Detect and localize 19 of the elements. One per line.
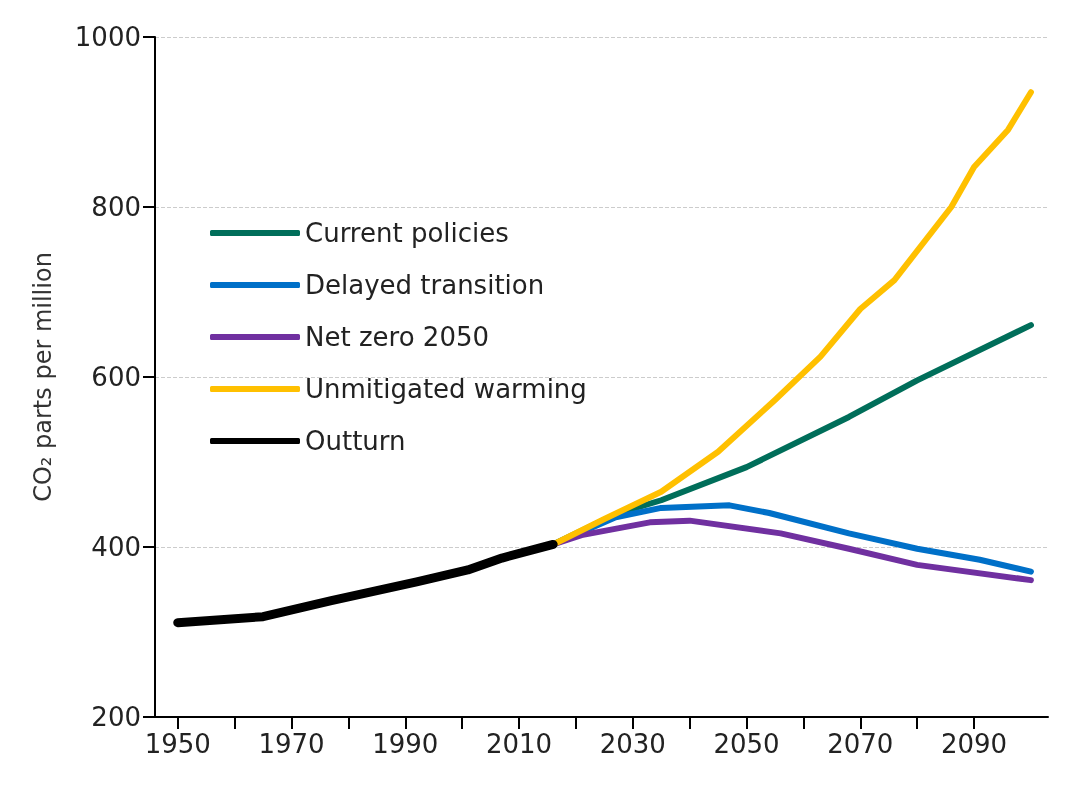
y-tick-label: 1000 — [74, 22, 141, 52]
x-tick-label: 1990 — [372, 729, 439, 759]
x-tick-label: 1950 — [144, 729, 211, 759]
legend-label: Current policies — [305, 218, 509, 248]
x-tick-label: 2070 — [827, 729, 894, 759]
y-tick-label: 600 — [91, 362, 141, 392]
legend-label: Net zero 2050 — [305, 322, 490, 352]
y-tick-label: 200 — [91, 702, 141, 732]
legend-label: Unmitigated warming — [305, 374, 587, 404]
x-tick-label: 2010 — [485, 729, 553, 759]
x-tick-label: 2090 — [940, 729, 1008, 759]
legend-label: Delayed transition — [305, 270, 545, 300]
legend-label: Outturn — [305, 426, 406, 456]
x-tick-label: 1970 — [258, 729, 325, 759]
x-tick-label: 2050 — [713, 729, 780, 759]
y-tick-label: 400 — [91, 532, 141, 562]
y-axis-title: CO₂ parts per million — [29, 252, 57, 502]
y-tick-label: 800 — [91, 192, 141, 222]
x-tick-label: 2030 — [599, 729, 666, 759]
